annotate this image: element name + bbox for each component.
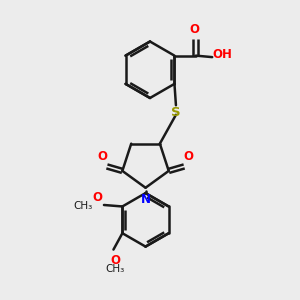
Text: CH₃: CH₃ (105, 264, 124, 274)
Text: OH: OH (213, 48, 232, 61)
Text: CH₃: CH₃ (74, 202, 93, 212)
Text: O: O (98, 151, 107, 164)
Text: N: N (140, 193, 151, 206)
Text: O: O (92, 190, 103, 203)
Text: S: S (171, 106, 181, 119)
Text: O: O (189, 23, 200, 36)
Text: O: O (110, 254, 120, 267)
Text: O: O (184, 151, 194, 164)
